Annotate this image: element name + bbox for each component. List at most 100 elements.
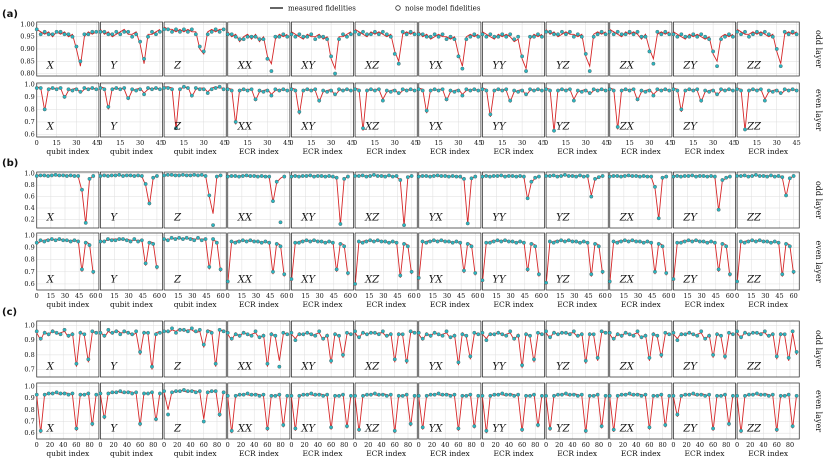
model-point	[349, 393, 353, 398]
model-point	[784, 193, 788, 198]
model-point	[591, 332, 596, 337]
model-point	[488, 393, 493, 398]
model-point	[364, 239, 369, 244]
model-point	[98, 174, 103, 178]
model-point	[91, 269, 96, 274]
model-point	[225, 279, 230, 284]
model-point	[83, 240, 88, 245]
model-point	[765, 239, 770, 244]
x-tick-label: 30	[188, 292, 196, 300]
x-axis-label: ECR index	[430, 449, 471, 458]
y-tick-label: 0.6	[24, 193, 34, 201]
model-point	[574, 239, 579, 244]
y-tick-label: 0.6	[24, 280, 34, 288]
panel-name: ZZ	[746, 122, 762, 133]
model-point	[469, 244, 474, 249]
model-point	[663, 330, 668, 335]
model-point	[409, 269, 414, 274]
model-point	[315, 239, 320, 244]
panel: Z	[162, 82, 227, 138]
panel: ZZ	[735, 21, 800, 77]
model-point	[521, 174, 526, 179]
panel: Y	[98, 21, 163, 77]
model-point	[102, 239, 107, 244]
model-point	[357, 32, 361, 37]
panel: XZ	[353, 232, 418, 291]
model-point	[520, 54, 524, 59]
model-point	[593, 242, 597, 246]
x-tick-label: 45	[538, 139, 546, 147]
x-tick-label: 15	[498, 139, 506, 147]
model-point	[312, 238, 316, 243]
model-point	[659, 88, 664, 93]
model-point	[404, 88, 409, 93]
panel-name: Y	[110, 122, 118, 133]
model-point	[521, 240, 526, 245]
model-point	[78, 392, 83, 397]
model-point	[396, 393, 401, 398]
panel-frame	[163, 232, 227, 291]
model-point	[155, 174, 159, 178]
y-tick-label: 0.2	[24, 215, 34, 223]
x-tick-label: 30	[61, 292, 69, 300]
model-point	[480, 278, 485, 283]
model-point	[544, 174, 548, 178]
model-point	[504, 34, 509, 39]
panel-name: Z	[173, 122, 182, 133]
x-tick-label: 45	[283, 139, 291, 147]
measured-line	[291, 31, 352, 71]
model-point	[747, 332, 751, 337]
model-point	[261, 37, 266, 42]
model-point	[323, 240, 328, 245]
model-point	[548, 88, 552, 93]
x-axis-label: ECR index	[239, 147, 280, 156]
model-point	[192, 238, 197, 243]
model-point	[281, 32, 286, 37]
model-point	[412, 330, 417, 335]
x-tick-label: 40	[759, 441, 767, 449]
model-point	[647, 425, 652, 430]
x-tick-label: 60	[454, 441, 462, 449]
model-point	[90, 86, 95, 90]
model-point	[189, 326, 194, 331]
panel-frame	[163, 382, 227, 440]
x-tick-label: 30	[263, 139, 271, 147]
measured-line	[100, 86, 161, 110]
x-tick-label: 30	[454, 139, 462, 147]
model-point	[679, 32, 684, 37]
panel: Y	[98, 232, 163, 291]
model-point	[34, 240, 39, 245]
x-tick-label: 40	[632, 441, 640, 449]
model-point	[611, 88, 616, 93]
model-point	[297, 109, 302, 114]
model-point	[217, 327, 222, 332]
model-point	[516, 333, 521, 338]
model-point	[400, 87, 405, 92]
model-point	[635, 29, 640, 34]
panel-name: X	[46, 61, 55, 72]
model-point	[755, 330, 759, 335]
panel-name: ZY	[682, 61, 698, 72]
x-tick-label: 40	[314, 441, 322, 449]
panel-name: ZX	[619, 213, 635, 224]
model-point	[308, 239, 313, 244]
model-point	[566, 238, 571, 243]
measured-line	[291, 330, 352, 364]
model-point	[50, 329, 55, 334]
x-tick-label: 20	[237, 441, 245, 449]
model-point	[518, 239, 522, 244]
model-point	[50, 86, 55, 90]
model-point	[649, 240, 654, 245]
panel: XY	[289, 382, 354, 440]
model-point	[723, 354, 727, 359]
model-point	[496, 34, 501, 39]
model-point	[217, 29, 222, 34]
x-tick-label: 60	[72, 441, 80, 449]
x-axis-label: ECR index	[366, 147, 407, 156]
model-point	[761, 239, 766, 244]
model-point	[782, 332, 787, 337]
model-point	[400, 29, 405, 34]
model-point	[337, 333, 341, 338]
model-point	[707, 392, 712, 397]
model-point	[241, 330, 246, 335]
